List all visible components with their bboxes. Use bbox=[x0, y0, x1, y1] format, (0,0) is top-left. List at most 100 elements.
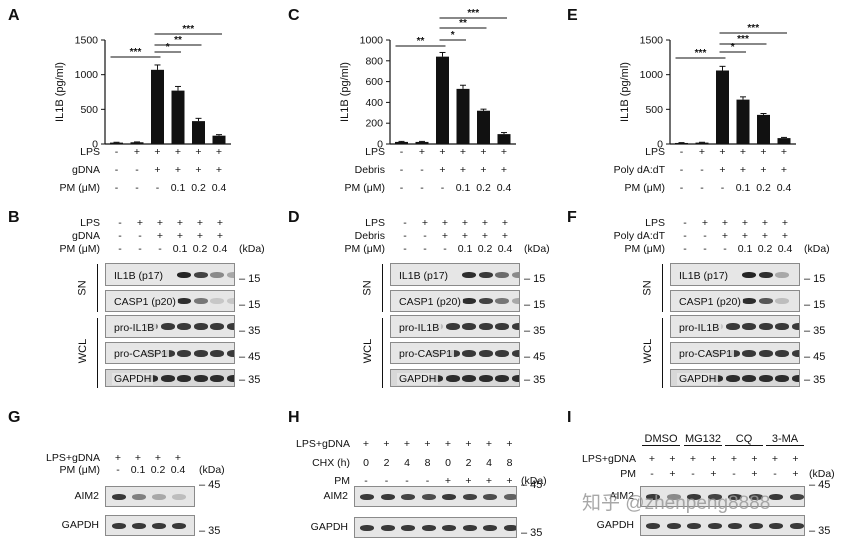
blot-i-strip bbox=[640, 486, 805, 507]
blot-b-condition-value: + bbox=[176, 230, 184, 242]
chart-a-condition-value: + bbox=[215, 146, 223, 158]
blot-band bbox=[421, 493, 436, 500]
blot-b-kda-marker: – 45 bbox=[239, 351, 261, 363]
blot-b-strip: IL1B (p17) bbox=[105, 263, 235, 286]
chart-c-bar bbox=[456, 88, 470, 144]
chart-c-ylabel: IL1B (pg/ml) bbox=[339, 62, 351, 122]
blot-h-condition-value: 0 bbox=[363, 457, 369, 469]
chart-c-condition-value: - bbox=[399, 182, 404, 194]
blot-b-strip: pro-CASP1 bbox=[105, 342, 235, 364]
blot-g-kda-marker: – 35 bbox=[199, 525, 221, 537]
chart-c-bar bbox=[436, 56, 449, 144]
chart-e-condition-value: 0.1 bbox=[735, 182, 751, 194]
chart-c-condition-value: + bbox=[480, 164, 487, 176]
chart-c-condition-value: + bbox=[500, 164, 508, 176]
chart-a-condition-value: + bbox=[195, 164, 202, 176]
chart-e-sig-label: *** bbox=[737, 34, 749, 45]
chart-a-ytick-label: 0 bbox=[92, 139, 98, 151]
blot-f-condition-value: + bbox=[741, 230, 749, 242]
blot-band bbox=[511, 349, 519, 357]
chart-c-ytick-label: 600 bbox=[365, 76, 383, 88]
blot-band bbox=[769, 522, 783, 529]
chart-e-bar bbox=[675, 142, 688, 144]
blot-b-condition-value: + bbox=[136, 217, 144, 229]
blot-band bbox=[210, 374, 224, 382]
chart-e-condition-value: + bbox=[760, 146, 767, 158]
chart-c-sig-label: *** bbox=[467, 8, 479, 19]
blot-b-condition-value: - bbox=[118, 243, 122, 255]
blot-d-kda: (kDa) bbox=[524, 243, 550, 255]
blot-b-wcl-label: WCL bbox=[77, 338, 90, 364]
blot-band bbox=[478, 349, 493, 357]
blot-band bbox=[462, 493, 477, 500]
blot-d-condition-value: + bbox=[501, 217, 509, 229]
blot-b-condition-value: + bbox=[216, 217, 224, 229]
blot-b-condition-value: - bbox=[138, 243, 142, 255]
blot-i-kda-marker: – 45 bbox=[809, 479, 831, 491]
chart-e-bar bbox=[757, 114, 770, 144]
blot-f-kda-marker: – 15 bbox=[804, 299, 826, 311]
chart-a-sig-label: * bbox=[166, 42, 170, 53]
chart-c-condition-value: + bbox=[439, 146, 446, 158]
chart-a-bar bbox=[171, 90, 185, 144]
blot-band bbox=[742, 271, 756, 278]
blot-band bbox=[445, 323, 460, 330]
chart-a-sig-label: ** bbox=[174, 35, 182, 46]
blot-h-condition-value: + bbox=[383, 438, 390, 450]
chart-c-condition-value: - bbox=[399, 146, 404, 158]
blot-i-condition-value: - bbox=[732, 468, 736, 480]
blot-band bbox=[177, 271, 191, 278]
chart-e-condition-value: - bbox=[720, 182, 725, 194]
blot-band bbox=[707, 493, 722, 500]
blot-b-strip: pro-IL1B bbox=[105, 315, 235, 338]
panel-label-c: C bbox=[288, 7, 300, 24]
blot-b-condition-value: + bbox=[156, 217, 164, 229]
blot-f-condition-value: - bbox=[703, 243, 707, 255]
chart-a-condition-value: + bbox=[215, 164, 223, 176]
blot-b-condition-value: + bbox=[156, 230, 164, 242]
blot-d-kda-marker: – 35 bbox=[524, 374, 546, 386]
blot-g-condition-label: LPS+gDNA bbox=[46, 452, 100, 464]
chart-e-condition-value: + bbox=[760, 164, 767, 176]
blot-b-row-label: GAPDH bbox=[112, 373, 154, 385]
blot-band bbox=[742, 323, 756, 330]
blot-f-kda-marker: – 15 bbox=[804, 273, 826, 285]
chart-a-bar bbox=[151, 69, 164, 144]
blot-f-condition-value: + bbox=[721, 217, 729, 229]
blot-i-kda: (kDa) bbox=[809, 468, 835, 480]
chart-a-condition-label: LPS bbox=[80, 146, 100, 158]
blot-f-kda: (kDa) bbox=[804, 243, 830, 255]
blot-band bbox=[177, 374, 191, 382]
chart-c-ytick-label: 1000 bbox=[360, 35, 384, 47]
chart-e-ylabel: IL1B (pg/ml) bbox=[619, 62, 631, 122]
blot-d-row-label: pro-CASP1 bbox=[397, 348, 455, 360]
blot-i-treatment-label: DMSO bbox=[642, 433, 680, 446]
blot-band bbox=[442, 493, 456, 500]
blot-band bbox=[789, 493, 804, 500]
blot-band bbox=[791, 323, 799, 330]
blot-d-condition-value: 0.1 bbox=[457, 243, 473, 255]
blot-d-condition-label: PM (μM) bbox=[344, 243, 385, 255]
blot-g-row-label: GAPDH bbox=[61, 519, 99, 531]
blot-band bbox=[728, 522, 742, 529]
chart-a-ytick-label: 500 bbox=[80, 104, 98, 116]
chart-e-condition-label: PM (μM) bbox=[624, 182, 665, 194]
blot-f-kda-marker: – 35 bbox=[804, 325, 826, 337]
chart-e-bar bbox=[695, 142, 709, 144]
chart-a-condition-label: PM (μM) bbox=[59, 182, 100, 194]
blot-band bbox=[728, 493, 742, 500]
chart-e-condition-label: LPS bbox=[645, 146, 665, 158]
blot-b-condition-label: LPS bbox=[80, 217, 100, 229]
blot-d-row-label: IL1B (p17) bbox=[397, 269, 451, 282]
blot-b-condition-value: 0.4 bbox=[212, 243, 228, 255]
blot-band bbox=[495, 349, 509, 357]
blot-b-strip: CASP1 (p20) bbox=[105, 290, 235, 312]
blot-band bbox=[172, 522, 186, 529]
blot-h-condition-value: + bbox=[403, 438, 411, 450]
blot-b-condition-value: + bbox=[176, 217, 184, 229]
blot-i-treatment-label: MG132 bbox=[684, 433, 722, 446]
blot-b-kda-marker: – 35 bbox=[239, 325, 261, 337]
chart-c-ytick-label: 200 bbox=[365, 118, 383, 130]
chart-e-ytick-label: 0 bbox=[657, 139, 663, 151]
blot-band bbox=[442, 524, 456, 531]
